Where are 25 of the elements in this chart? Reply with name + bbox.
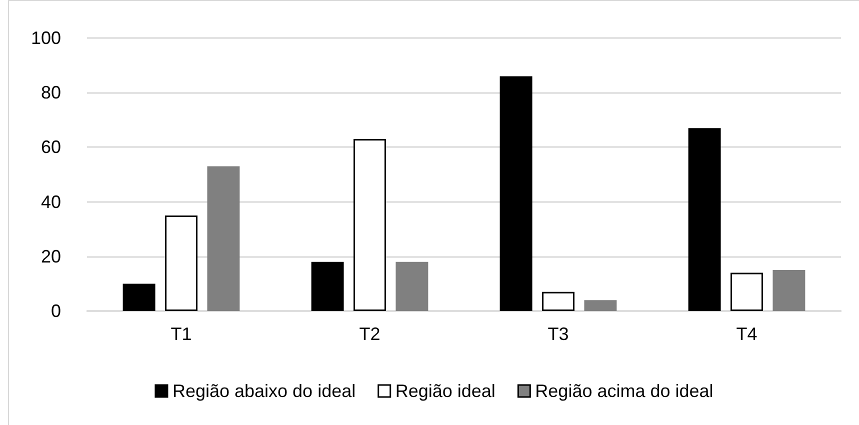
bar <box>396 262 428 311</box>
bar <box>730 272 763 311</box>
x-tick-label: T3 <box>548 324 569 344</box>
bar <box>122 284 156 311</box>
bar <box>311 262 344 311</box>
bar <box>500 76 532 311</box>
x-tick-label: T2 <box>359 324 380 344</box>
legend-label: Região abaixo do ideal <box>172 381 356 401</box>
x-tick-label: T4 <box>736 324 758 344</box>
bar <box>207 166 240 311</box>
x-tick-label: T1 <box>170 324 192 344</box>
bar <box>165 215 198 311</box>
y-tick-label: 20 <box>40 246 61 266</box>
bar <box>542 292 574 311</box>
y-tick-label: 60 <box>40 137 61 158</box>
legend-label: Região acima do ideal <box>535 381 714 401</box>
bar <box>772 270 806 311</box>
bar <box>584 300 617 311</box>
legend-label: Região ideal <box>395 381 496 401</box>
y-tick-label: 0 <box>50 301 61 321</box>
y-tick-label: 40 <box>40 192 61 212</box>
y-tick-label: 80 <box>40 82 61 103</box>
bar <box>688 128 721 311</box>
bar <box>354 139 386 311</box>
y-tick-label: 100 <box>30 28 61 48</box>
